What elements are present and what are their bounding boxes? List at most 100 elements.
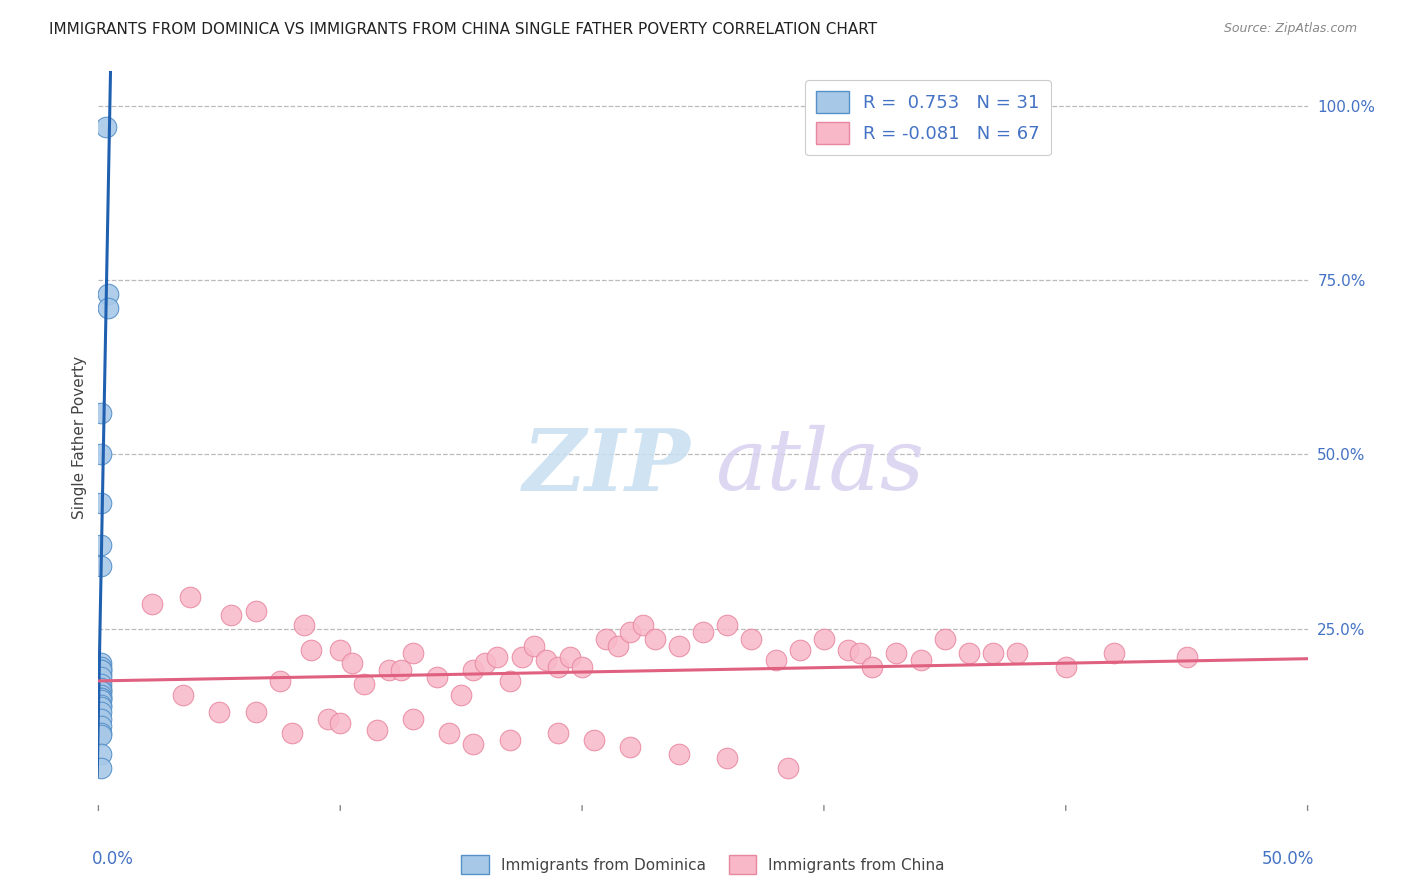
Point — [90, 681, 112, 695]
Point — [90, 670, 112, 684]
Text: atlas: atlas — [716, 425, 924, 508]
Point — [910, 653, 932, 667]
Point — [486, 649, 509, 664]
Text: ZIP: ZIP — [523, 425, 690, 508]
Point — [90, 496, 112, 510]
Point — [510, 649, 533, 664]
Point — [90, 692, 112, 706]
Point — [886, 646, 908, 660]
Point — [437, 726, 460, 740]
Point — [558, 649, 581, 664]
Point — [90, 664, 112, 678]
Point — [595, 632, 617, 646]
Point — [90, 406, 112, 420]
Point — [90, 667, 112, 681]
Point — [547, 726, 569, 740]
Point — [90, 747, 112, 761]
Point — [619, 740, 641, 755]
Point — [245, 604, 267, 618]
Point — [90, 558, 112, 573]
Legend: Immigrants from Dominica, Immigrants from China: Immigrants from Dominica, Immigrants fro… — [456, 849, 950, 880]
Point — [668, 639, 690, 653]
Point — [402, 712, 425, 726]
Point — [957, 646, 980, 660]
Point — [299, 642, 322, 657]
Point — [463, 664, 485, 678]
Point — [90, 699, 112, 714]
Point — [498, 733, 520, 747]
Point — [716, 750, 738, 764]
Text: 50.0%: 50.0% — [1261, 850, 1313, 868]
Point — [90, 660, 112, 674]
Point — [141, 597, 163, 611]
Point — [90, 677, 112, 691]
Point — [353, 677, 375, 691]
Point — [474, 657, 496, 671]
Point — [644, 632, 666, 646]
Point — [329, 715, 352, 730]
Point — [1102, 646, 1125, 660]
Point — [90, 684, 112, 698]
Point — [463, 737, 485, 751]
Point — [692, 625, 714, 640]
Point — [90, 664, 112, 678]
Point — [90, 726, 112, 740]
Point — [789, 642, 811, 657]
Point — [547, 660, 569, 674]
Point — [172, 688, 194, 702]
Point — [740, 632, 762, 646]
Point — [90, 761, 112, 775]
Point — [221, 607, 243, 622]
Point — [292, 618, 315, 632]
Point — [329, 642, 352, 657]
Point — [316, 712, 339, 726]
Point — [668, 747, 690, 761]
Point — [208, 705, 231, 719]
Point — [281, 726, 304, 740]
Point — [94, 120, 117, 134]
Point — [619, 625, 641, 640]
Point — [934, 632, 956, 646]
Point — [90, 691, 112, 706]
Point — [90, 448, 112, 462]
Point — [571, 660, 593, 674]
Point — [860, 660, 883, 674]
Point — [1054, 660, 1077, 674]
Point — [90, 712, 112, 726]
Point — [90, 705, 112, 719]
Text: 0.0%: 0.0% — [93, 850, 134, 868]
Point — [837, 642, 859, 657]
Point — [90, 698, 112, 713]
Point — [90, 688, 112, 702]
Point — [90, 727, 112, 741]
Legend: R =  0.753   N = 31, R = -0.081   N = 67: R = 0.753 N = 31, R = -0.081 N = 67 — [806, 80, 1050, 155]
Point — [607, 639, 630, 653]
Point — [450, 688, 472, 702]
Point — [534, 653, 557, 667]
Point — [1007, 646, 1029, 660]
Point — [1175, 649, 1198, 664]
Point — [776, 761, 799, 775]
Point — [97, 301, 120, 316]
Point — [90, 657, 112, 671]
Point — [342, 657, 364, 671]
Point — [179, 591, 201, 605]
Text: IMMIGRANTS FROM DOMINICA VS IMMIGRANTS FROM CHINA SINGLE FATHER POVERTY CORRELAT: IMMIGRANTS FROM DOMINICA VS IMMIGRANTS F… — [49, 22, 877, 37]
Point — [498, 673, 520, 688]
Point — [90, 719, 112, 733]
Point — [583, 733, 606, 747]
Point — [97, 287, 120, 301]
Point — [402, 646, 425, 660]
Text: Source: ZipAtlas.com: Source: ZipAtlas.com — [1223, 22, 1357, 36]
Point — [981, 646, 1004, 660]
Point — [716, 618, 738, 632]
Point — [426, 670, 449, 684]
Point — [245, 705, 267, 719]
Point — [90, 538, 112, 552]
Point — [813, 632, 835, 646]
Point — [366, 723, 388, 737]
Point — [389, 664, 412, 678]
Point — [631, 618, 654, 632]
Y-axis label: Single Father Poverty: Single Father Poverty — [72, 356, 87, 518]
Point — [269, 673, 291, 688]
